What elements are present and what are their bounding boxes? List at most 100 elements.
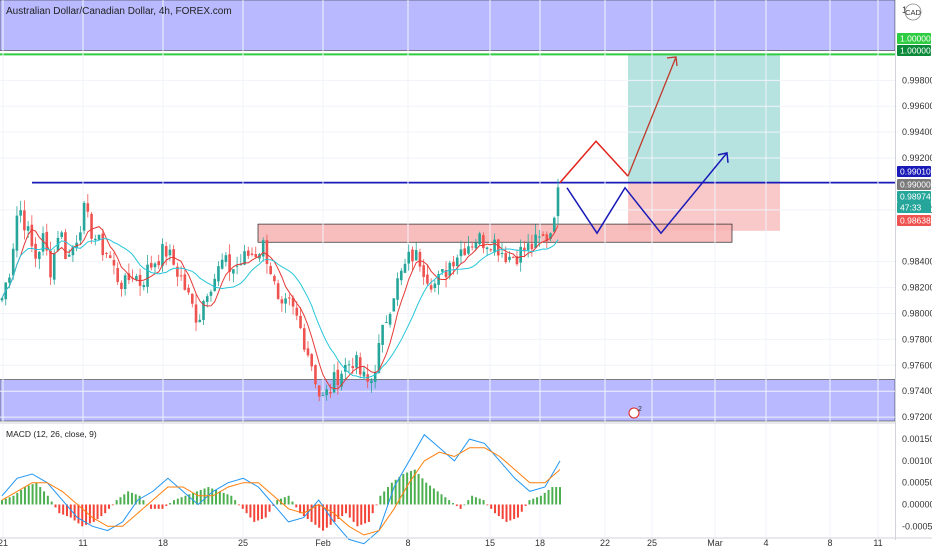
candle-body[interactable] xyxy=(26,226,30,231)
candle-body[interactable] xyxy=(314,365,317,385)
candle-body[interactable] xyxy=(463,248,467,256)
candle-body[interactable] xyxy=(377,342,381,373)
candle-body[interactable] xyxy=(370,380,373,384)
candle-body[interactable] xyxy=(127,273,131,281)
candle-body[interactable] xyxy=(340,373,343,387)
candle-body[interactable] xyxy=(157,261,161,266)
candle-body[interactable] xyxy=(11,248,15,276)
candle-body[interactable] xyxy=(60,232,64,237)
candle-body[interactable] xyxy=(41,233,45,252)
candle-body[interactable] xyxy=(38,251,41,260)
candle-body[interactable] xyxy=(459,249,463,257)
candle-body[interactable] xyxy=(45,231,49,251)
candle-body[interactable] xyxy=(67,254,71,257)
candle-body[interactable] xyxy=(429,285,433,290)
candle-body[interactable] xyxy=(426,274,429,284)
candle-body[interactable] xyxy=(385,322,388,324)
candle-body[interactable] xyxy=(64,232,67,260)
currency-circle[interactable] xyxy=(904,3,922,21)
candle-body[interactable] xyxy=(135,276,138,281)
candle-body[interactable] xyxy=(541,234,545,236)
candle-body[interactable] xyxy=(545,234,549,242)
candle-body[interactable] xyxy=(116,267,119,282)
candle-body[interactable] xyxy=(441,269,444,272)
candle-body[interactable] xyxy=(224,255,228,262)
candle-body[interactable] xyxy=(351,366,355,369)
candle-body[interactable] xyxy=(433,283,437,289)
candle-body[interactable] xyxy=(120,282,123,290)
candle-body[interactable] xyxy=(392,298,396,312)
candle-body[interactable] xyxy=(250,253,254,255)
candle-body[interactable] xyxy=(317,385,321,397)
candle-body[interactable] xyxy=(82,202,86,231)
candle-body[interactable] xyxy=(482,235,485,249)
candle-body[interactable] xyxy=(448,262,452,276)
candle-body[interactable] xyxy=(534,234,537,249)
candle-body[interactable] xyxy=(187,287,190,293)
candle-body[interactable] xyxy=(0,298,4,301)
candle-body[interactable] xyxy=(467,246,470,254)
candle-body[interactable] xyxy=(34,243,37,259)
candle-body[interactable] xyxy=(496,239,500,256)
candle-body[interactable] xyxy=(168,249,172,256)
candle-body[interactable] xyxy=(452,261,455,267)
candle-body[interactable] xyxy=(523,247,526,252)
candle-body[interactable] xyxy=(220,259,224,269)
candle-body[interactable] xyxy=(19,210,22,216)
candle-body[interactable] xyxy=(97,234,101,240)
candle-body[interactable] xyxy=(362,371,366,377)
candle-body[interactable] xyxy=(146,264,149,287)
candle-body[interactable] xyxy=(511,256,515,258)
candle-body[interactable] xyxy=(30,224,34,247)
candle-body[interactable] xyxy=(526,243,530,251)
candle-body[interactable] xyxy=(519,246,522,263)
candle-body[interactable] xyxy=(273,275,276,282)
candle-body[interactable] xyxy=(243,251,246,265)
candle-body[interactable] xyxy=(381,324,384,345)
candle-body[interactable] xyxy=(455,257,459,267)
candle-body[interactable] xyxy=(321,395,325,397)
candle-body[interactable] xyxy=(355,355,358,368)
candle-body[interactable] xyxy=(478,233,481,245)
candle-body[interactable] xyxy=(414,250,418,261)
candle-body[interactable] xyxy=(79,232,82,241)
currency-selector[interactable]: CAD xyxy=(904,3,922,21)
candle-body[interactable] xyxy=(112,259,116,266)
candle-body[interactable] xyxy=(179,275,183,277)
candle-body[interactable] xyxy=(329,391,332,394)
candle-body[interactable] xyxy=(358,357,362,375)
candle-body[interactable] xyxy=(198,319,202,323)
candle-body[interactable] xyxy=(217,266,220,282)
candle-body[interactable] xyxy=(265,240,269,264)
event-icon[interactable] xyxy=(628,407,640,419)
candle-body[interactable] xyxy=(205,296,209,302)
candle-body[interactable] xyxy=(470,246,474,248)
candle-body[interactable] xyxy=(538,236,541,238)
candle-body[interactable] xyxy=(489,249,493,251)
candle-body[interactable] xyxy=(23,210,26,231)
candle-body[interactable] xyxy=(418,251,422,267)
candle-body[interactable] xyxy=(474,242,478,249)
candle-body[interactable] xyxy=(123,275,127,290)
candle-body[interactable] xyxy=(310,354,314,367)
candle-body[interactable] xyxy=(373,372,377,382)
candle-body[interactable] xyxy=(396,278,399,300)
candle-body[interactable] xyxy=(493,239,496,253)
candle-body[interactable] xyxy=(254,254,258,258)
candle-body[interactable] xyxy=(295,307,299,316)
candle-body[interactable] xyxy=(90,213,93,239)
candle-body[interactable] xyxy=(49,250,52,278)
candle-body[interactable] xyxy=(291,297,295,307)
candle-body[interactable] xyxy=(213,278,216,291)
candle-body[interactable] xyxy=(246,250,250,256)
candle-body[interactable] xyxy=(8,277,11,283)
candle-body[interactable] xyxy=(93,238,97,241)
candle-body[interactable] xyxy=(422,265,425,277)
candle-body[interactable] xyxy=(508,256,511,260)
candle-body[interactable] xyxy=(71,246,75,256)
candle-body[interactable] xyxy=(403,263,407,273)
candle-body[interactable] xyxy=(101,233,105,256)
candle-body[interactable] xyxy=(504,253,508,263)
candle-body[interactable] xyxy=(176,266,179,277)
